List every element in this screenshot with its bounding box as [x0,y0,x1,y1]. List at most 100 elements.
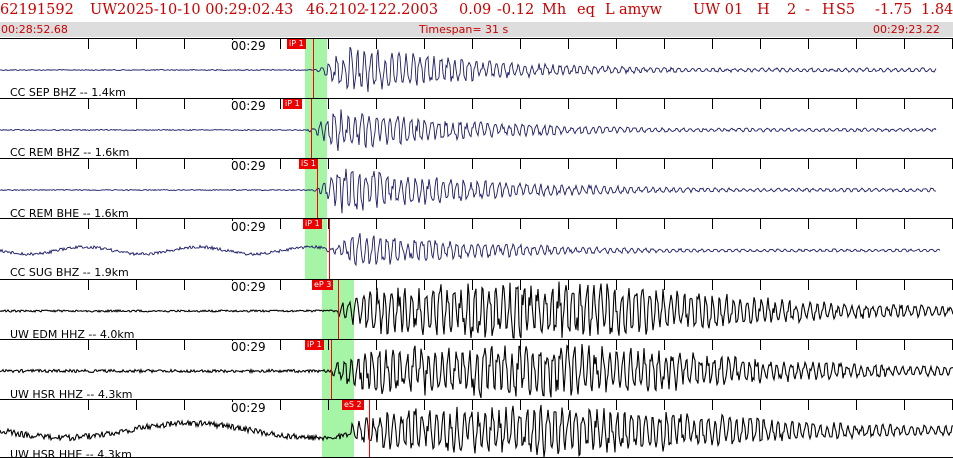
time-tick [808,279,809,290]
time-tick [184,38,185,49]
trace-separator [0,399,953,400]
trace-time-label: 00:29 [231,159,268,173]
time-tick [424,158,425,169]
trace-panel[interactable]: iP 1 00:29 CC SEP BHZ -- 1.4km [0,38,953,98]
time-tick [184,158,185,169]
trace-time-label: 00:29 [231,340,268,354]
time-tick [136,218,137,229]
time-tick [712,279,713,290]
event-location-type: L [605,2,615,18]
time-tick [712,38,713,49]
pick-marker-line[interactable] [317,158,318,218]
pick-window-band [305,218,327,279]
waveform [0,46,937,93]
phase-pick-label[interactable]: iP 1 [305,339,324,350]
station-label: UW HSR HHE -- 4.3km [10,448,132,458]
time-tick [856,279,857,290]
time-tick [280,158,281,169]
trace-separator [0,279,953,280]
pick-marker-line[interactable] [338,279,339,339]
time-tick [568,279,569,290]
time-tick [616,158,617,169]
end-time: 00:29:23.22 [873,23,940,36]
time-tick [424,38,425,49]
time-tick [424,399,425,410]
time-tick [712,339,713,350]
event-depth: 0.09 [459,2,492,18]
trace-panel[interactable]: eS 2 00:29 UW HSR HHE -- 4.3km [0,399,953,458]
time-tick [376,399,377,410]
phase-pick-label[interactable]: iP 1 [283,98,302,109]
event-network: UW [90,2,118,18]
time-tick [664,218,665,229]
time-tick [88,218,89,229]
time-tick [376,98,377,109]
time-tick [472,38,473,49]
trace-panel[interactable]: iP 1 00:29 CC REM BHZ -- 1.6km [0,98,953,158]
time-ticks [0,98,953,110]
waveform-trace [0,281,953,339]
time-tick [568,158,569,169]
pick-marker-line[interactable] [369,399,370,458]
time-tick [664,339,665,350]
event-header: 62191592 UW 2025-10-10 00:29:02.43 46.21… [0,0,953,38]
pick-window-band [305,158,327,218]
time-tick [328,399,329,410]
time-tick [472,158,473,169]
start-time: 00:28:52.68 [1,23,68,36]
phase-pick-label[interactable]: iP 1 [303,218,322,229]
seismogram-traces[interactable]: iP 1 00:29 CC SEP BHZ -- 1.4km iP 1 00:29 CC… [0,38,953,458]
phase-pick-label[interactable]: eS 2 [342,399,364,410]
time-tick [184,218,185,229]
waveform-trace [0,232,941,267]
time-tick [280,339,281,350]
waveform [0,281,953,339]
time-tick [856,98,857,109]
time-tick [88,399,89,410]
time-tick [88,279,89,290]
time-tick [424,218,425,229]
waveform-trace [0,404,953,458]
pick-marker-line[interactable] [329,218,330,279]
time-ticks [0,158,953,170]
time-tick [568,339,569,350]
trace-time-label: 00:29 [231,220,268,234]
time-tick [616,339,617,350]
pick-marker-line[interactable] [331,339,332,399]
time-tick [280,218,281,229]
time-tick [520,399,521,410]
phase-pick-label[interactable]: iP 1 [287,38,306,49]
timespan-label: Timespan= 31 s [419,23,509,36]
time-tick [376,158,377,169]
event-val2: 1.84 [921,2,953,18]
time-tick [904,158,905,169]
time-tick [856,158,857,169]
time-tick [376,38,377,49]
trace-panel[interactable]: iP 1 00:29 UW HSR HHZ -- 4.3km [0,339,953,399]
trace-panel[interactable]: iS 1 00:29 CC REM BHE -- 1.6km [0,158,953,218]
time-tick [520,38,521,49]
time-bar: 00:28:52.68 Timespan= 31 s 00:29:23.22 [0,22,953,37]
time-tick [184,98,185,109]
station-label: UW EDM HHZ -- 4.0km [10,328,135,339]
trace-panel[interactable]: eP 3 00:29 UW EDM HHZ -- 4.0km [0,279,953,339]
time-tick [184,339,185,350]
time-tick [136,98,137,109]
time-tick [712,98,713,109]
time-tick [520,279,521,290]
time-tick [808,339,809,350]
pick-marker-line[interactable] [313,38,314,98]
phase-pick-label[interactable]: iS 1 [299,158,318,169]
time-tick [280,38,281,49]
time-tick [904,98,905,109]
waveform [0,404,953,458]
time-tick [856,399,857,410]
event-num: 2 [787,2,797,18]
pick-window-band [322,339,354,399]
time-tick [616,38,617,49]
event-val1: -1.75 [875,2,913,18]
pick-marker-line[interactable] [311,98,312,158]
phase-pick-label[interactable]: eP 3 [312,279,334,290]
trace-panel[interactable]: iP 1 00:29 CC SUG BHZ -- 1.9km [0,218,953,279]
time-tick [568,218,569,229]
